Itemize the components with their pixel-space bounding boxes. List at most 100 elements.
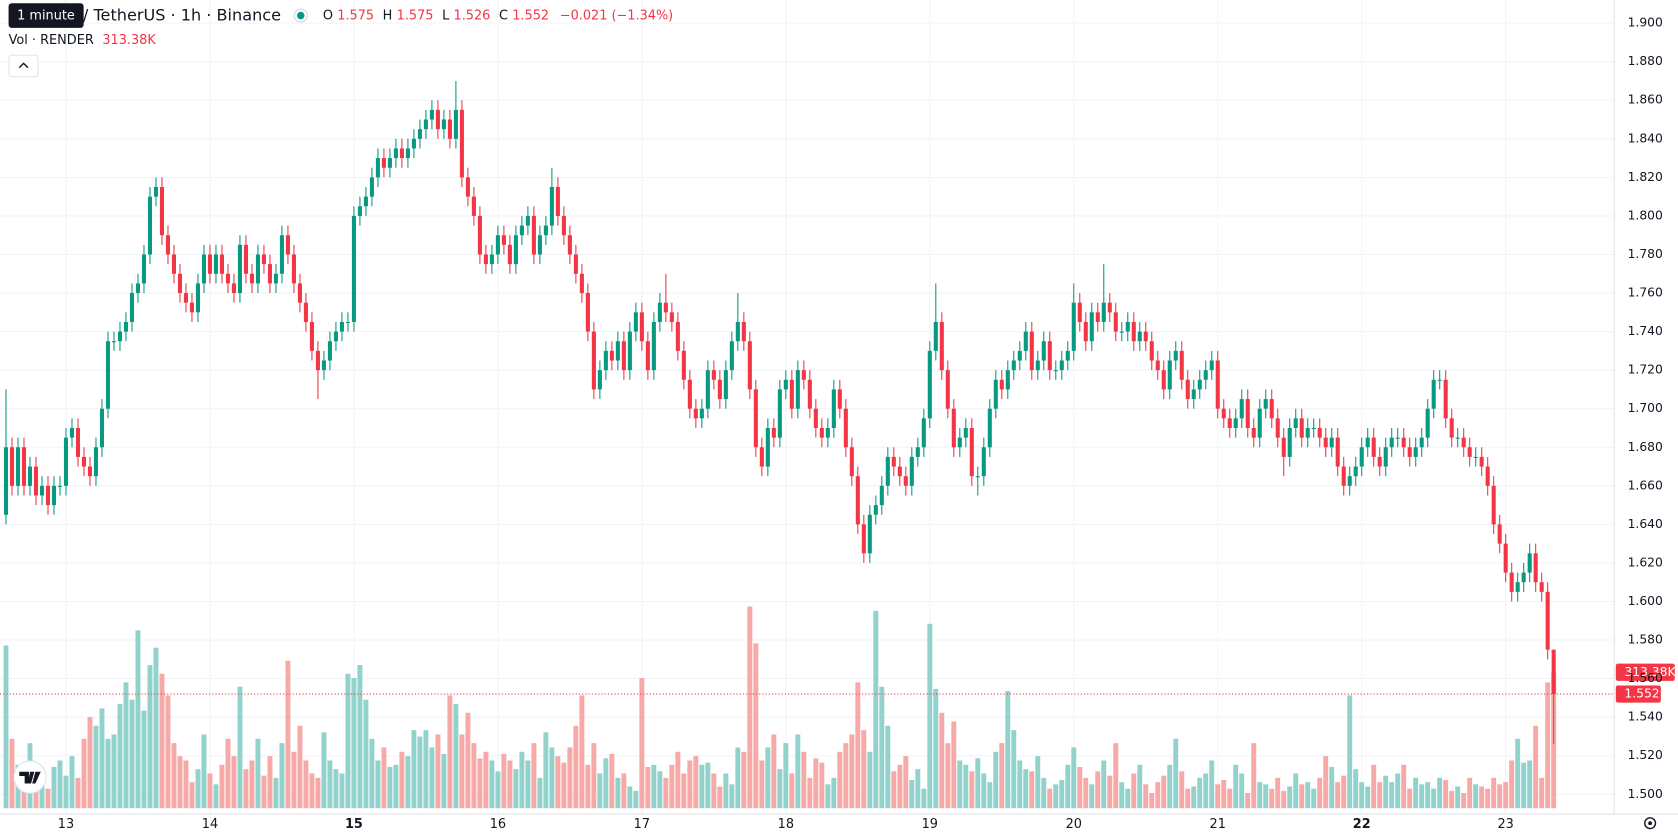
- candle-body: [381, 158, 386, 168]
- candle-body: [111, 341, 117, 343]
- candle-body: [1521, 572, 1526, 583]
- candle-body: [873, 505, 878, 515]
- volume-bar: [417, 736, 423, 809]
- candle-body: [339, 321, 344, 332]
- legend-header: RENDER / TetherUS · 1h · Binance O 1.575 …: [11, 5, 673, 24]
- volume-bar: [327, 760, 333, 809]
- candle-body: [573, 254, 578, 274]
- volume-bar: [1251, 743, 1257, 809]
- candle-body: [969, 427, 974, 477]
- candle-body: [1263, 399, 1268, 409]
- volume-bar: [969, 771, 975, 809]
- volume-bar: [1245, 793, 1251, 809]
- candle-body: [1029, 331, 1034, 371]
- y-tick-label: 1.800: [1628, 208, 1663, 222]
- volume-bar: [261, 775, 267, 809]
- volume-bar: [447, 695, 453, 809]
- volume-bar: [525, 760, 531, 809]
- x-tick-label: 14: [202, 817, 218, 832]
- volume-bar: [657, 771, 663, 809]
- candle-body: [813, 408, 818, 428]
- candle-body: [1071, 302, 1076, 351]
- volume-bar: [717, 786, 723, 809]
- candle-body: [393, 148, 398, 159]
- volume-bar: [1293, 773, 1299, 809]
- candle-body: [843, 408, 848, 448]
- volume-bar: [1185, 788, 1191, 809]
- volume-bar: [81, 738, 87, 809]
- volume-bar: [51, 766, 57, 809]
- volume-bar: [1095, 771, 1101, 809]
- x-tick-label: 13: [58, 817, 74, 832]
- candle-body: [639, 312, 644, 342]
- candle-body: [537, 235, 542, 255]
- volume-bar: [993, 751, 999, 809]
- candle-body: [1011, 360, 1016, 371]
- candle-body: [1347, 476, 1352, 486]
- volume-bar: [1203, 773, 1209, 809]
- tradingview-logo[interactable]: [13, 760, 47, 794]
- candle-body: [531, 215, 536, 255]
- volume-badge-label: 313.38K: [1624, 665, 1676, 679]
- candle-body: [549, 187, 554, 226]
- candle-body: [627, 331, 632, 371]
- candle-body: [1299, 418, 1304, 438]
- volume-value: 313.38K: [102, 32, 156, 48]
- candle-body: [1341, 466, 1346, 486]
- candle-body: [1161, 370, 1166, 390]
- candle-body: [789, 379, 794, 409]
- volume-bar: [951, 721, 957, 809]
- volume-bar: [813, 758, 819, 809]
- volume-bar: [1023, 769, 1029, 809]
- volume-bar: [879, 686, 885, 809]
- volume-bar: [849, 734, 855, 809]
- y-tick-label: 1.860: [1628, 93, 1663, 107]
- candle-body: [1365, 437, 1370, 448]
- volume-bar: [1209, 760, 1215, 809]
- x-tick-label: 20: [1066, 817, 1082, 832]
- volume-bar: [609, 753, 615, 809]
- volume-bar: [195, 769, 201, 809]
- volume-bar: [1059, 779, 1065, 809]
- volume-bar: [1347, 695, 1353, 809]
- candle-body: [345, 321, 350, 324]
- candle-body: [795, 370, 800, 409]
- y-tick-label: 1.780: [1628, 247, 1663, 261]
- volume-bar: [1257, 782, 1263, 809]
- candle-body: [213, 254, 218, 274]
- volume-bar: [603, 758, 609, 809]
- volume-bar: [1473, 784, 1479, 809]
- y-tick-label: 1.760: [1628, 286, 1663, 300]
- candle-body: [309, 321, 314, 351]
- volume-bar: [1521, 762, 1527, 809]
- candle-body: [1509, 572, 1514, 592]
- volume-title[interactable]: Vol · RENDER: [8, 32, 94, 48]
- candle-body: [951, 408, 956, 448]
- candle-body: [1323, 437, 1328, 448]
- volume-bar: [1311, 788, 1317, 809]
- candle-body: [861, 524, 866, 554]
- volume-bar: [591, 743, 597, 809]
- candle-body: [579, 273, 584, 294]
- volume-bar: [1011, 730, 1017, 809]
- candle-body: [15, 447, 21, 486]
- volume-bar: [573, 725, 579, 809]
- candle-body: [981, 447, 986, 477]
- volume-bar: [1071, 747, 1077, 809]
- collapse-button[interactable]: [8, 54, 39, 78]
- candle-body: [1293, 418, 1298, 428]
- candle-body: [417, 129, 422, 139]
- candle-body: [1005, 370, 1010, 390]
- volume-bar: [207, 773, 213, 809]
- x-tick-label: 22: [1353, 817, 1371, 832]
- volume-bar: [339, 773, 345, 809]
- candle-body: [1551, 649, 1556, 695]
- tooltip: 1 minute: [8, 3, 84, 28]
- candle-body: [753, 389, 758, 448]
- volume-bar: [855, 682, 861, 809]
- market-status[interactable]: [293, 8, 308, 23]
- ohlc-value: 1.552: [512, 7, 550, 23]
- candle-body: [1185, 379, 1190, 400]
- settings-button[interactable]: [1644, 817, 1657, 830]
